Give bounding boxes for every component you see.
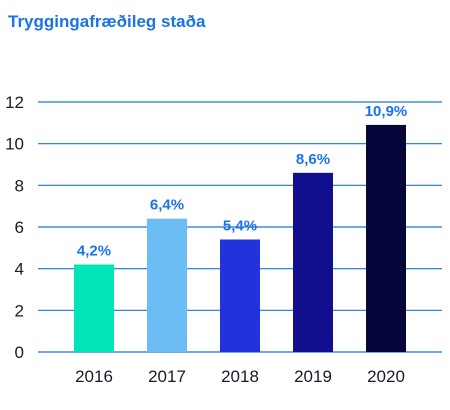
bar-2018 xyxy=(220,239,260,352)
y-tick-label: 4 xyxy=(15,260,24,279)
data-label-2018: 5,4% xyxy=(223,218,257,235)
data-label-2020: 10,9% xyxy=(365,103,408,120)
data-label-2017: 6,4% xyxy=(150,197,184,214)
chart-title: Tryggingafræðileg staða xyxy=(8,12,206,31)
y-tick-label: 10 xyxy=(5,135,24,154)
y-tick-label: 2 xyxy=(15,301,24,320)
bar-2017 xyxy=(147,218,187,352)
bar-2019 xyxy=(293,172,333,352)
y-tick-label: 8 xyxy=(15,176,24,195)
data-label-2016: 4,2% xyxy=(77,243,111,260)
y-axis-ticks: 0 2 4 6 8 10 12 xyxy=(5,93,24,362)
y-tick-label: 0 xyxy=(15,343,24,362)
data-labels: 4,2% 6,4% 5,4% 8,6% 10,9% xyxy=(77,103,407,260)
data-label-2019: 8,6% xyxy=(296,151,330,168)
y-tick-label: 6 xyxy=(15,218,24,237)
x-tick-label-2016: 2016 xyxy=(75,367,113,386)
bars xyxy=(74,124,406,353)
x-tick-label-2018: 2018 xyxy=(221,367,259,386)
bar-2016 xyxy=(74,264,114,352)
x-axis-ticks: 2016 2017 2018 2019 2020 xyxy=(75,367,405,386)
bar-2020 xyxy=(366,124,406,353)
y-tick-label: 12 xyxy=(5,93,24,112)
x-tick-label-2019: 2019 xyxy=(294,367,332,386)
x-tick-label-2020: 2020 xyxy=(367,367,405,386)
x-tick-label-2017: 2017 xyxy=(148,367,186,386)
